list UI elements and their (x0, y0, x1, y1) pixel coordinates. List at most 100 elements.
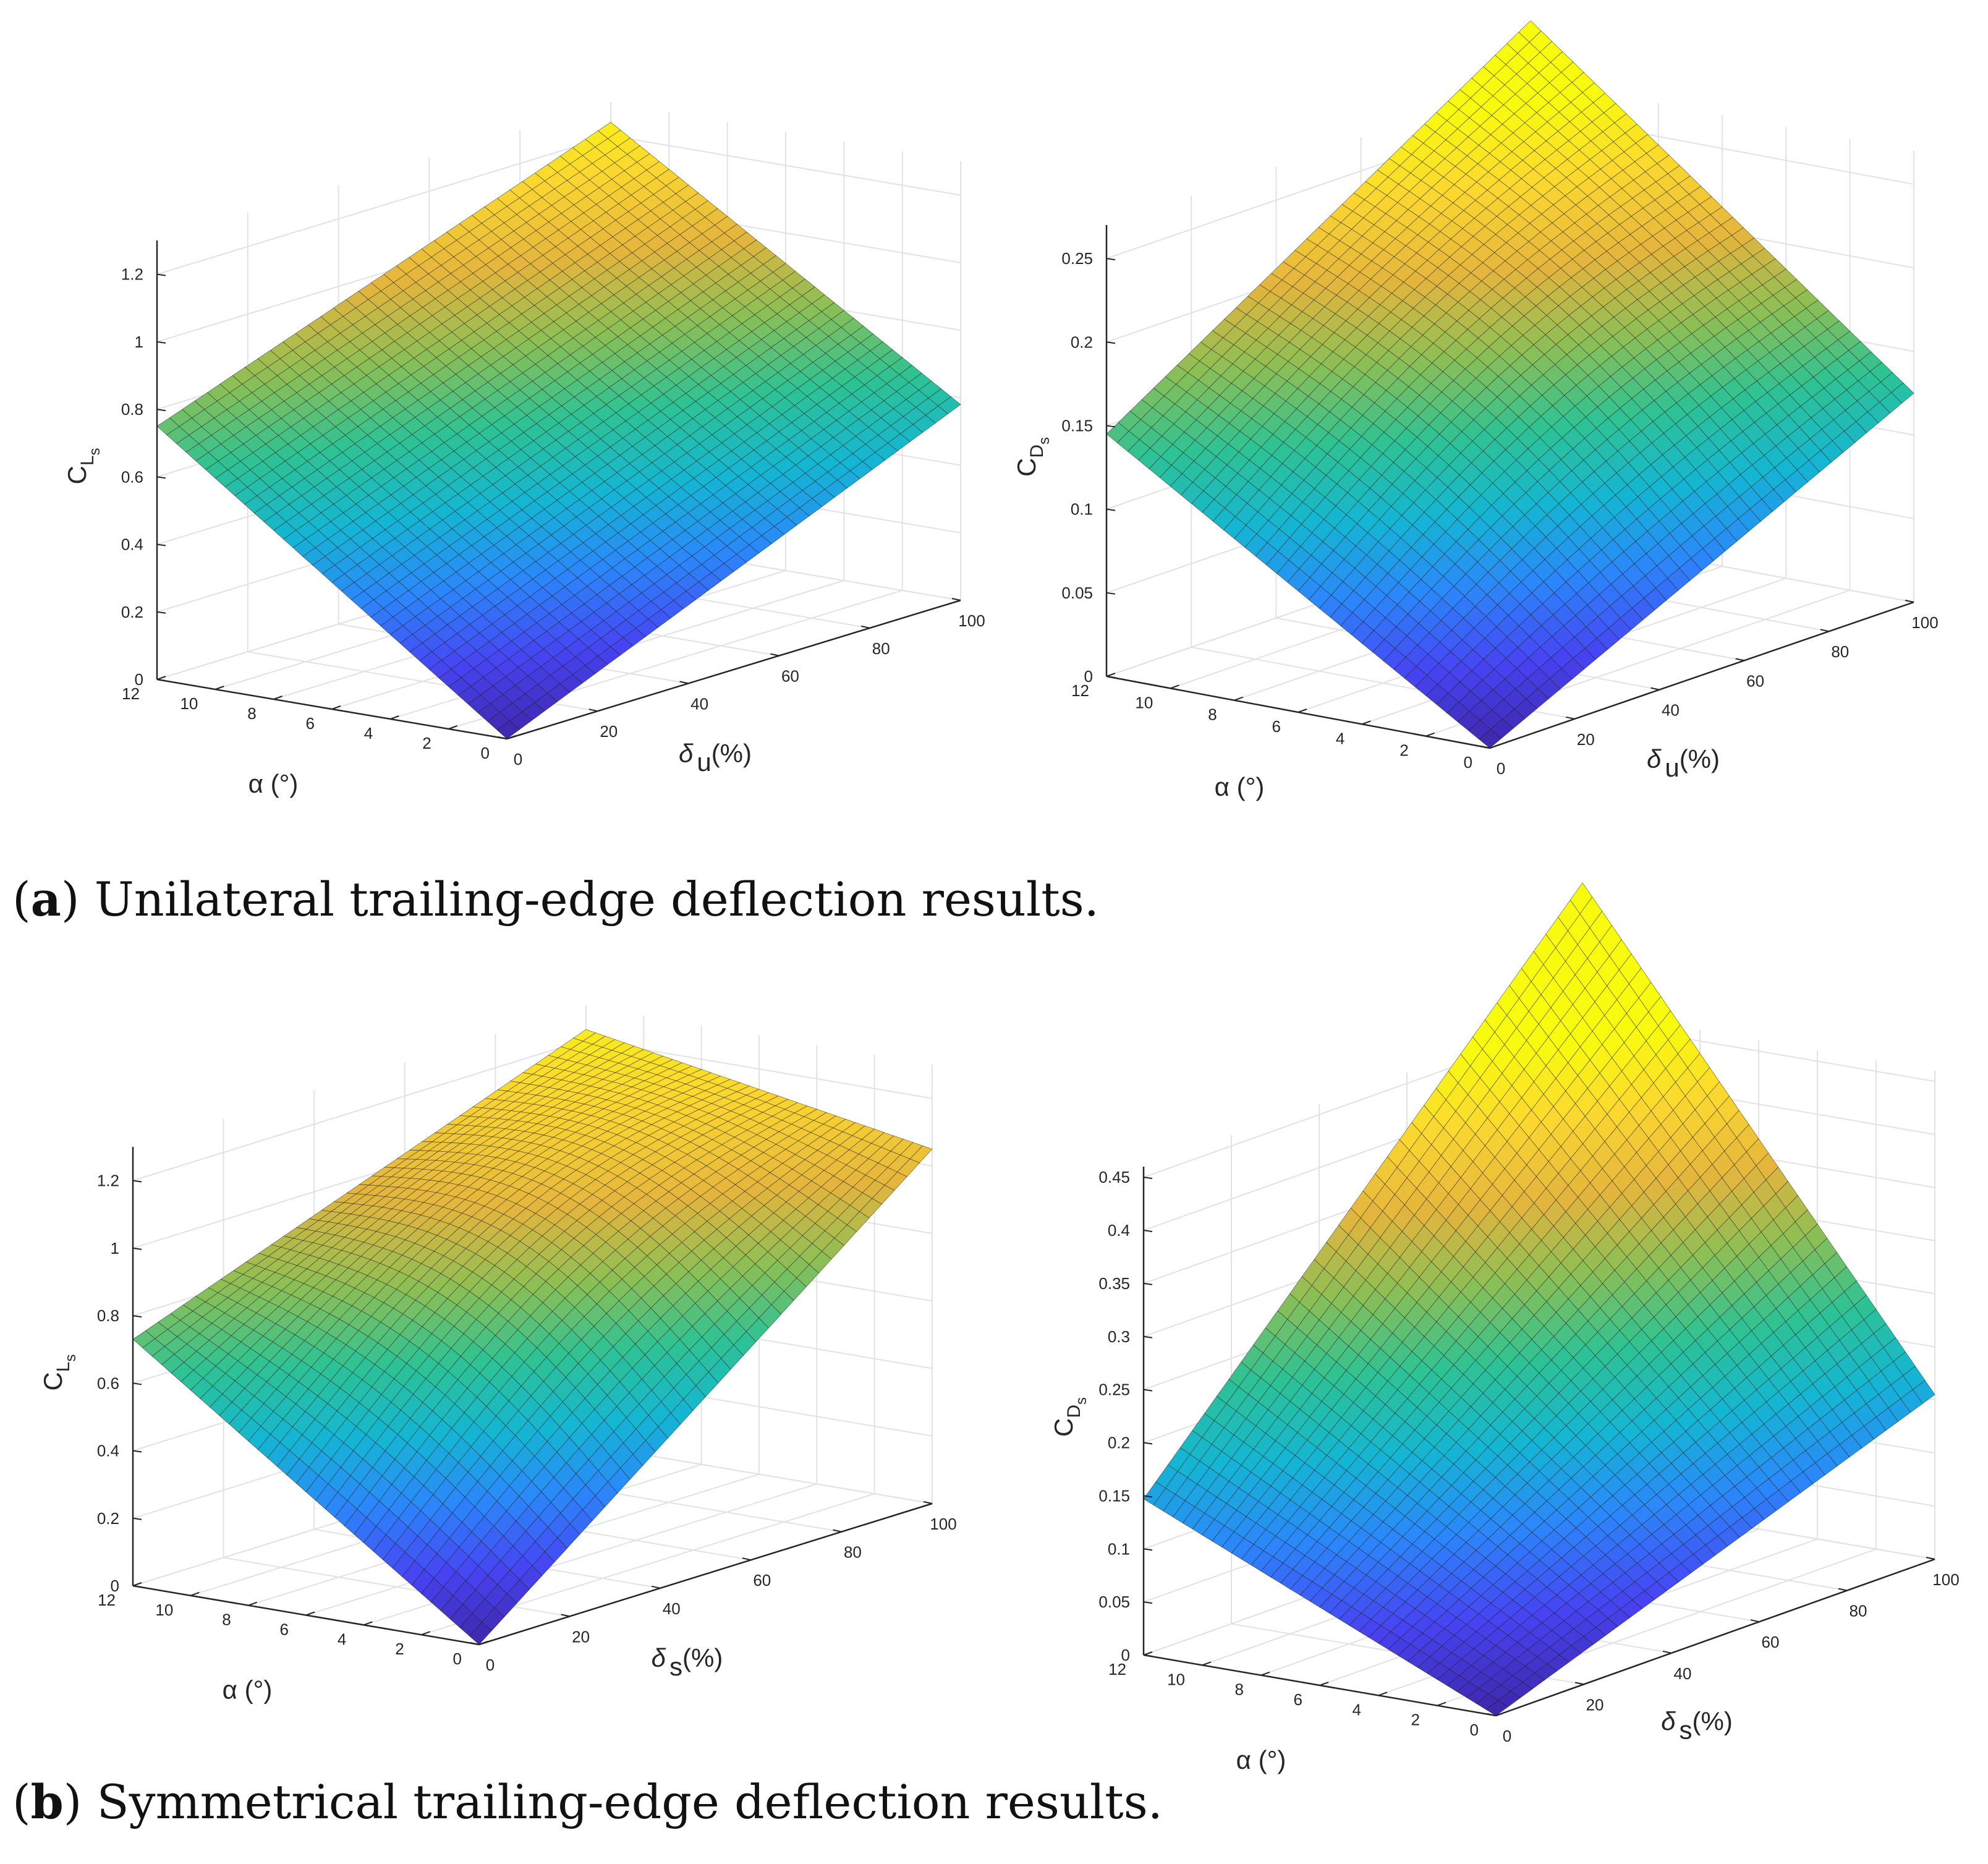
delta-tick-mark (651, 1585, 661, 1589)
caption-text-a: Unilateral trailing-edge deflection resu… (94, 872, 1099, 927)
z-tick-label: 0.1 (1071, 500, 1093, 519)
z-tick-label: 0 (135, 670, 143, 689)
z-axis-label-text: CDs (1012, 437, 1053, 477)
alpha-tick-label: 0 (1464, 753, 1472, 772)
alpha-tick-mark (478, 1641, 488, 1645)
z-axis-label: CLs (38, 1354, 79, 1390)
z-tick-label: 1 (111, 1239, 119, 1258)
delta-tick-label: 0 (486, 1656, 495, 1674)
alpha-tick-label: 4 (338, 1630, 346, 1648)
z-tick-mark (1106, 258, 1116, 261)
alpha-tick-label: 4 (1336, 729, 1344, 747)
delta-axis-label-sub: u (1665, 753, 1679, 782)
delta-tick-mark (588, 709, 598, 712)
z-axis-label-sub: D (1027, 445, 1047, 458)
z-tick-mark (1106, 341, 1116, 344)
alpha-tick-mark (448, 725, 458, 730)
alpha-tick-label: 10 (1135, 693, 1153, 712)
z-axis-label-text: CLs (62, 448, 103, 484)
delta-tick-mark (833, 1529, 842, 1533)
z-tick-mark (1106, 425, 1116, 428)
alpha-tick-mark (1106, 673, 1116, 677)
surface-patch (909, 1145, 933, 1164)
alpha-tick-mark (331, 705, 341, 710)
delta-tick-label: 40 (690, 694, 708, 713)
alpha-tick-mark (215, 686, 224, 690)
delta-axis-label-unit: (%) (1680, 744, 1720, 773)
delta-tick-label: 60 (753, 1571, 771, 1590)
delta-axis-label-sub: u (697, 747, 711, 777)
delta-axis-label: δ u(%) (679, 739, 752, 777)
alpha-tick-mark (190, 1591, 200, 1596)
alpha-tick-label: 2 (1400, 741, 1408, 760)
alpha-tick-label: 8 (1208, 705, 1217, 724)
unilateral-drag-surface-plot: 02468101202040608010000.050.10.150.20.25… (1012, 20, 1939, 801)
z-tick-mark (156, 409, 166, 412)
alpha-tick-mark (248, 1601, 258, 1606)
delta-axis-label-symbol: δ (679, 739, 694, 768)
symmetric-drag-surface-plot: 02468101202040608010000.050.10.150.20.25… (1049, 882, 1960, 1774)
z-tick-mark (156, 611, 166, 614)
caption-letter-a: a (30, 872, 61, 927)
alpha-tick-label: 2 (422, 734, 431, 752)
alpha-tick-label: 12 (122, 684, 140, 703)
delta-tick-mark (1480, 746, 1490, 749)
alpha-tick-label: 0 (481, 744, 490, 762)
alpha-tick-label: 4 (364, 724, 373, 743)
delta-axis-label: δ u(%) (1647, 744, 1720, 782)
z-tick-mark (1106, 508, 1116, 511)
delta-tick-label: 60 (1746, 671, 1764, 690)
z-tick-mark (1106, 676, 1116, 678)
alpha-tick-label: 8 (222, 1611, 231, 1629)
z-axis-label-text: CLs (38, 1354, 79, 1390)
delta-tick-mark (770, 653, 779, 657)
z-axis-label-subsub: s (1036, 437, 1053, 445)
z-axis-label-subsub: s (87, 448, 103, 455)
z-tick-mark (156, 476, 166, 479)
delta-axis-label: δ s(%) (652, 1643, 723, 1681)
delta-tick-label: 80 (872, 639, 890, 658)
z-tick-label: 0.2 (121, 603, 143, 621)
surface-mesh (156, 122, 961, 739)
delta-tick-label: 20 (600, 722, 618, 741)
delta-tick-label: 0 (514, 750, 522, 768)
z-tick-label: 0.4 (97, 1442, 119, 1460)
z-tick-label: 0.6 (97, 1374, 119, 1392)
alpha-tick-mark (1298, 709, 1307, 713)
alpha-axis-label: α (°) (248, 769, 299, 798)
caption-panel-a: (a) Unilateral trailing-edge deflection … (12, 872, 1099, 927)
delta-tick-label: 80 (1831, 642, 1849, 661)
alpha-axis-label: α (°) (223, 1675, 273, 1704)
delta-tick-label: 100 (958, 611, 985, 630)
z-tick-label: 0.2 (97, 1509, 119, 1528)
z-tick-mark (132, 1585, 142, 1588)
z-tick-label: 0.15 (1061, 416, 1093, 435)
alpha-tick-mark (1361, 720, 1371, 725)
z-tick-label: 0 (111, 1577, 119, 1595)
z-axis-label-main: C (62, 466, 91, 484)
delta-axis-label-symbol: δ (652, 1643, 666, 1672)
alpha-axis-label: α (°) (1215, 772, 1265, 801)
delta-tick-label: 0 (1497, 759, 1505, 778)
z-tick-label: 1 (135, 333, 143, 351)
z-tick-label: 0.4 (121, 535, 143, 554)
delta-tick-mark (1905, 600, 1914, 603)
unilateral-lift-surface-plot: 02468101202040608010000.20.40.60.811.2CL… (62, 102, 985, 798)
delta-tick-label: 20 (1577, 730, 1595, 749)
z-axis-label-main: C (1012, 458, 1041, 477)
alpha-tick-label: 6 (280, 1620, 289, 1639)
alpha-tick-label: 2 (395, 1640, 404, 1658)
z-tick-label: 1.2 (97, 1172, 119, 1190)
delta-tick-label: 80 (844, 1543, 862, 1562)
delta-tick-label: 20 (572, 1627, 590, 1646)
alpha-tick-label: 10 (180, 694, 198, 713)
alpha-tick-mark (506, 735, 516, 739)
z-axis-label: CLs (62, 448, 103, 484)
z-tick-mark (132, 1517, 142, 1520)
z-tick-label: 0.2 (1071, 333, 1093, 351)
z-tick-label: 0.25 (1061, 249, 1093, 268)
surface-mesh (1143, 882, 1935, 1716)
alpha-tick-mark (273, 696, 283, 700)
wall-grid-line (156, 135, 611, 275)
z-tick-mark (132, 1382, 142, 1385)
